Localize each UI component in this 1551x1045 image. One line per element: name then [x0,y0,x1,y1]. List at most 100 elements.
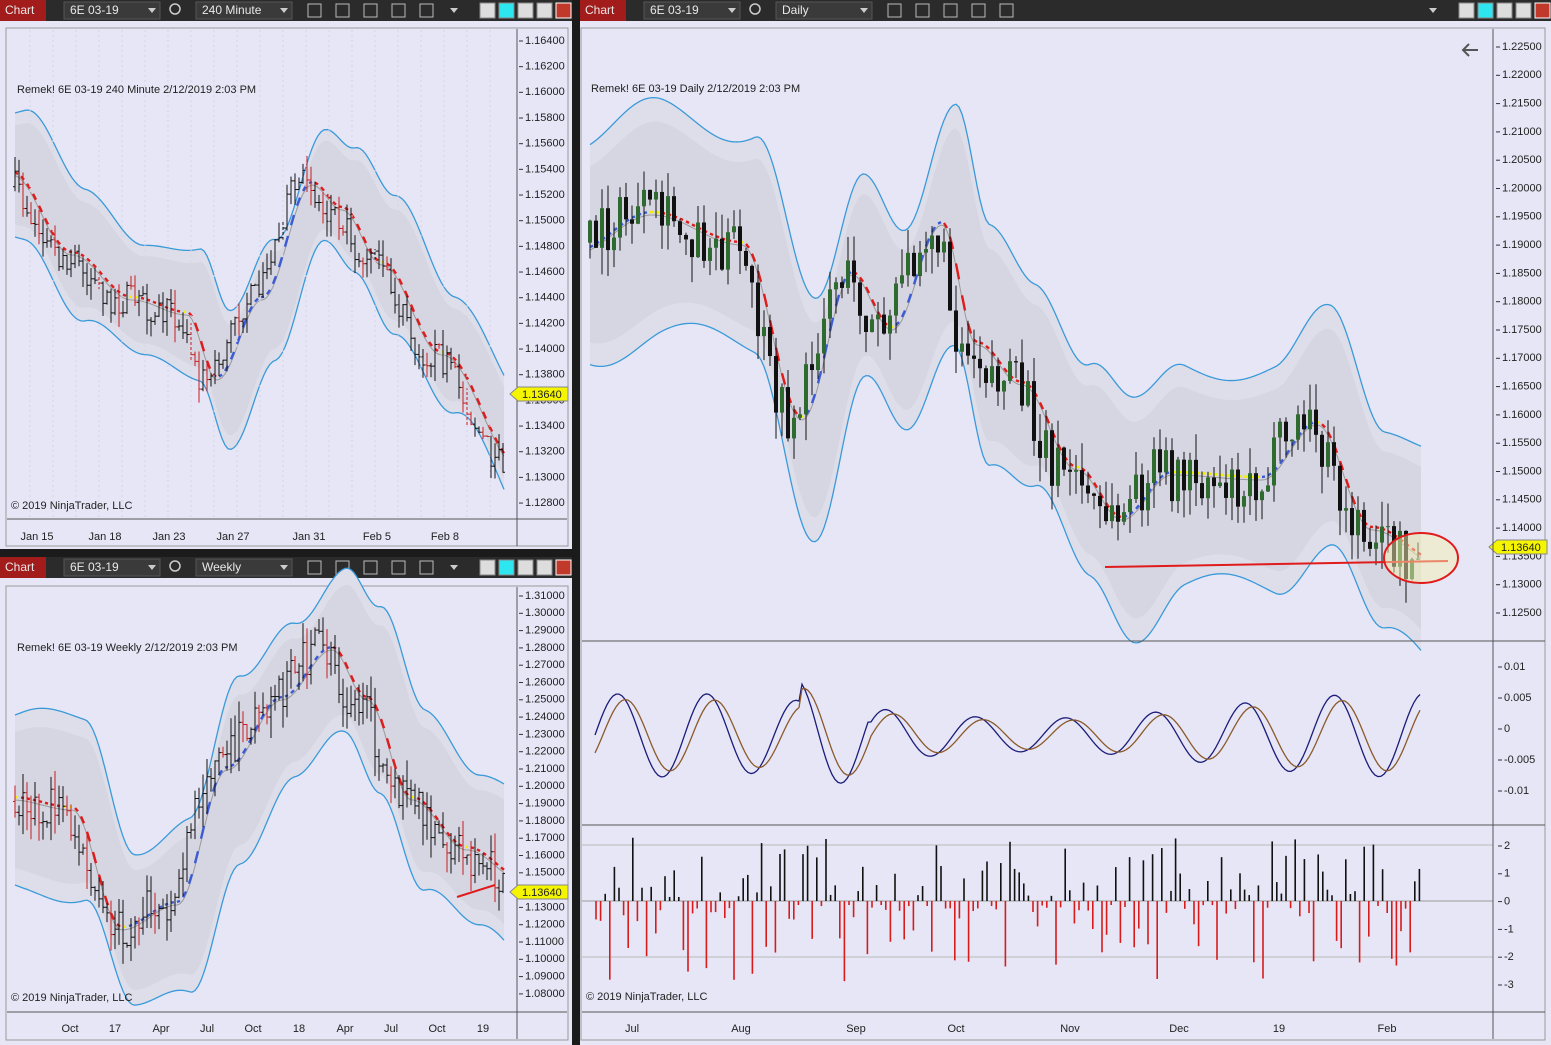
date-label: 19 [1273,1023,1285,1035]
window-button[interactable] [536,559,553,576]
candle-body [870,319,874,332]
chart-tab[interactable] [580,0,626,21]
trend-dash [104,277,109,283]
candle-body [804,364,808,415]
tool-icon[interactable] [391,3,406,18]
window-button[interactable] [479,2,496,19]
menu-arrow[interactable] [450,8,458,13]
period-select[interactable] [195,1,293,20]
search-icon[interactable] [749,3,761,15]
axis-label: 1.21000 [525,763,565,775]
axis-label: 1.17500 [1502,324,1542,336]
candle-body [864,315,868,332]
window-button[interactable] [479,559,496,576]
candle-body [780,387,784,413]
candle-body [1380,526,1384,543]
axis-label: 1.13400 [525,420,565,432]
tool-icon[interactable] [419,560,434,575]
window-button[interactable] [1515,2,1532,19]
candle-body [846,260,850,288]
window-button[interactable] [517,559,534,576]
highlight-circle [1383,532,1459,584]
period-select[interactable] [195,558,293,577]
candle-body [624,197,628,220]
trend-dash [859,276,864,283]
candle-body [918,252,922,277]
date-label: 18 [293,1023,305,1035]
window-button[interactable] [1477,2,1494,19]
search-icon[interactable] [169,3,181,15]
window-button[interactable] [536,2,553,19]
trend-dash [37,205,44,213]
candle-body [672,196,676,222]
candle-body [1008,361,1012,381]
candle-body [738,226,742,251]
tool-icon[interactable] [307,3,322,18]
tool-icon[interactable] [943,3,958,18]
menu-arrow[interactable] [450,565,458,570]
tool-icon[interactable] [391,560,406,575]
candle-body [930,235,934,250]
tool-icon[interactable] [971,3,986,18]
window-button[interactable] [517,2,534,19]
oscillator-line [594,687,1421,776]
axis-label: 1.20000 [1502,182,1542,194]
close-button[interactable] [555,559,572,576]
tool-icon[interactable] [887,3,902,18]
chart-tab-label[interactable]: Chart [5,560,35,574]
chart-tab-label[interactable]: Chart [5,3,35,17]
candle-body [1242,496,1246,507]
candle-body [720,238,724,270]
search-icon[interactable] [169,560,181,572]
instrument-select[interactable] [643,1,741,20]
trend-dash [289,214,296,226]
trend-dash [937,221,942,225]
instrument-select[interactable] [63,558,161,577]
trend-dash [193,322,200,332]
candle-body [996,366,1000,392]
date-label: Jan 31 [292,531,325,543]
candle-body [972,355,976,359]
tool-icon[interactable] [335,3,350,18]
candle-body [852,260,856,283]
tool-icon[interactable] [419,3,434,18]
axis-label: 1.15000 [1502,465,1542,477]
tool-icon[interactable] [915,3,930,18]
date-label: Dec [1169,1023,1189,1035]
instrument-select[interactable] [63,1,161,20]
candle-body [606,208,610,251]
chart-tab[interactable] [0,557,46,578]
window-button[interactable] [498,559,515,576]
back-arrow[interactable] [1461,43,1478,57]
chart-tab[interactable] [0,0,46,21]
menu-arrow[interactable] [1429,8,1437,13]
candle-body [954,310,958,352]
chart-tab-label[interactable]: Chart [585,3,615,17]
period-select[interactable] [775,1,873,20]
candle-body [1260,491,1264,501]
window-button[interactable] [1458,2,1475,19]
trend-dash [493,437,500,444]
axis-label: 1.20000 [525,780,565,792]
candle-body [936,235,940,253]
trend-dash [295,197,302,207]
date-label: Apr [152,1023,169,1035]
trend-dash [810,393,817,404]
trend-dash [985,344,990,350]
tool-icon[interactable] [363,560,378,575]
window-button[interactable] [498,2,515,19]
close-button[interactable] [1534,2,1551,19]
axis-label: 1.16500 [1502,381,1542,393]
tool-icon[interactable] [363,3,378,18]
axis-label: 1.13000 [525,471,565,483]
tool-icon[interactable] [999,3,1014,18]
price-tag-label: 1.13640 [522,389,562,401]
date-label: Oct [947,1023,964,1035]
close-button[interactable] [555,2,572,19]
chart-border [580,27,1546,1041]
date-label: Feb [1378,1023,1397,1035]
axis-label: 1.25000 [525,694,565,706]
tool-icon[interactable] [307,560,322,575]
trend-dash [247,305,254,313]
window-button[interactable] [1496,2,1513,19]
